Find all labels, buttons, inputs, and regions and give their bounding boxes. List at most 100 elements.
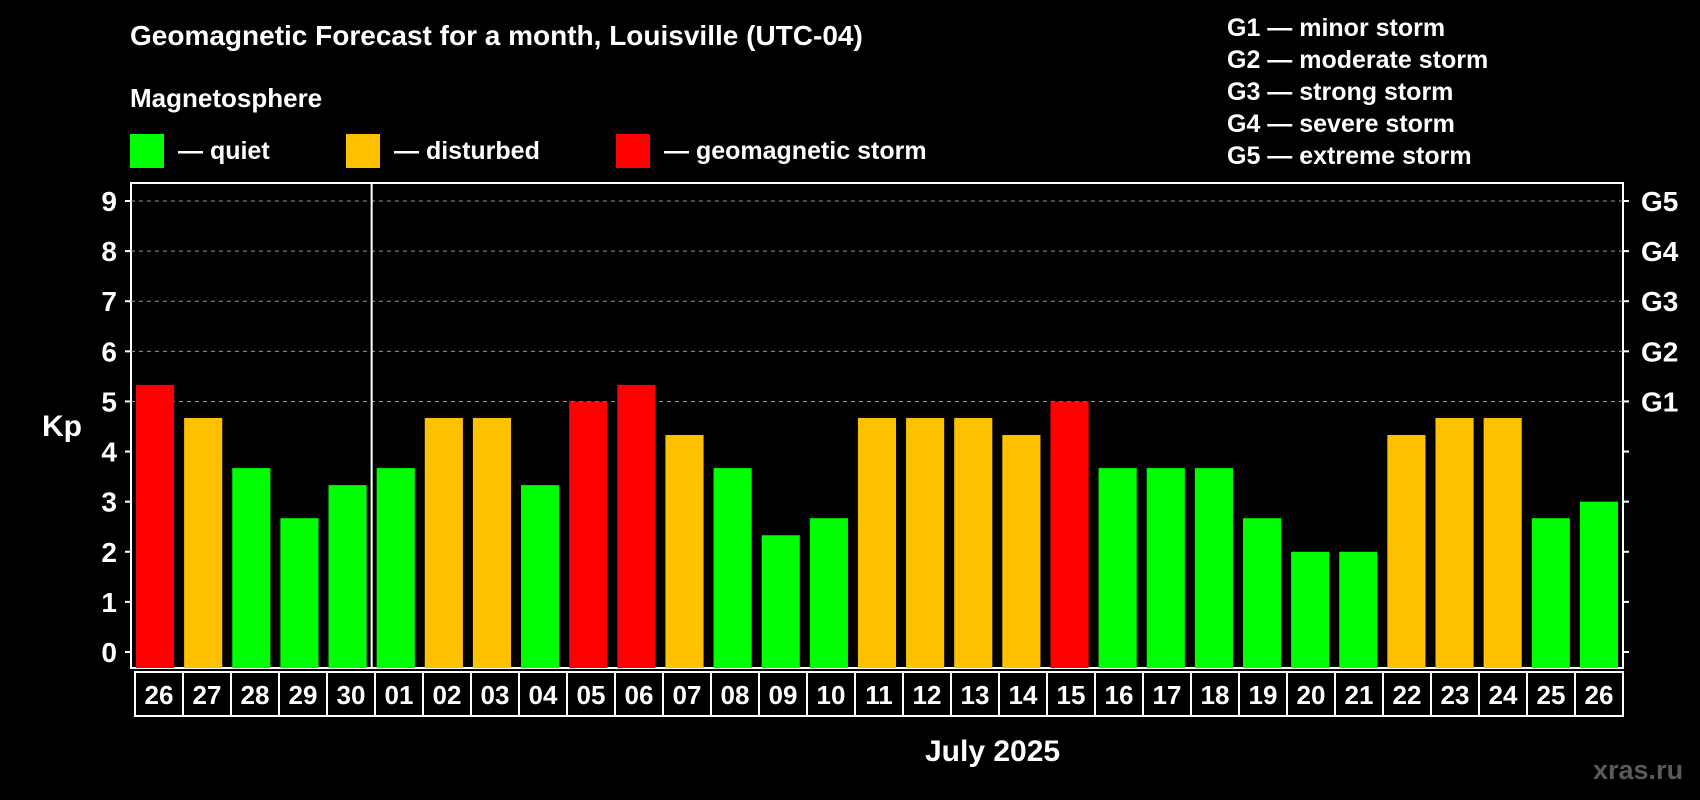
date-label-11: 06 bbox=[625, 680, 654, 710]
legend-swatch-storm bbox=[616, 134, 650, 168]
y-tick-label-3: 3 bbox=[101, 487, 117, 518]
y-tick-label-7: 7 bbox=[101, 286, 117, 317]
date-cell-4 bbox=[278, 671, 328, 717]
legend-item-disturbed: — disturbed bbox=[346, 134, 540, 168]
kp-bar-3 bbox=[232, 468, 271, 668]
kp-bar-26 bbox=[1339, 551, 1378, 668]
date-label-2: 27 bbox=[193, 680, 222, 710]
date-label-13: 08 bbox=[721, 680, 750, 710]
kp-bar-17 bbox=[906, 417, 945, 668]
date-label-5: 30 bbox=[337, 680, 366, 710]
date-cell-11 bbox=[614, 671, 664, 717]
y-tick-label-8: 8 bbox=[101, 236, 117, 267]
kp-bar-4 bbox=[280, 518, 319, 668]
y-axis-label: Kp bbox=[42, 410, 82, 443]
date-cell-25 bbox=[1286, 671, 1336, 717]
watermark: xras.ru bbox=[1593, 755, 1684, 785]
kp-bar-7 bbox=[424, 417, 463, 668]
y-tick-label-5: 5 bbox=[101, 386, 117, 417]
date-cell-22 bbox=[1142, 671, 1192, 717]
date-label-30: 25 bbox=[1537, 680, 1566, 710]
date-label-20: 15 bbox=[1057, 680, 1086, 710]
y-tick-label-4: 4 bbox=[101, 437, 117, 468]
date-cell-20 bbox=[1046, 671, 1096, 717]
y-tick-label-1: 1 bbox=[101, 587, 117, 618]
kp-bar-31 bbox=[1579, 501, 1618, 668]
legend-swatch-disturbed bbox=[346, 134, 380, 168]
date-label-25: 20 bbox=[1297, 680, 1326, 710]
kp-bar-25 bbox=[1291, 551, 1330, 668]
date-label-26: 21 bbox=[1345, 680, 1374, 710]
x-axis-month-label: July 2025 bbox=[925, 735, 1061, 768]
date-label-17: 12 bbox=[913, 680, 942, 710]
date-label-29: 24 bbox=[1489, 680, 1518, 710]
legend-label-storm: — geomagnetic storm bbox=[664, 136, 927, 165]
kp-bar-29 bbox=[1483, 417, 1522, 668]
date-label-21: 16 bbox=[1105, 680, 1134, 710]
kp-bar-13 bbox=[713, 468, 752, 668]
date-label-24: 19 bbox=[1249, 680, 1278, 710]
right-axis-label-g5: G5 bbox=[1641, 186, 1678, 217]
date-label-15: 10 bbox=[817, 680, 846, 710]
date-cell-15 bbox=[806, 671, 856, 717]
kp-bar-30 bbox=[1531, 518, 1570, 668]
kp-bar-10 bbox=[569, 401, 608, 668]
kp-bar-1 bbox=[136, 384, 175, 668]
date-label-28: 23 bbox=[1441, 680, 1470, 710]
date-label-9: 04 bbox=[529, 680, 558, 710]
kp-bar-19 bbox=[1002, 435, 1041, 668]
kp-bar-2 bbox=[184, 417, 223, 668]
legend-label-disturbed: — disturbed bbox=[394, 136, 540, 165]
date-label-3: 28 bbox=[241, 680, 270, 710]
kp-bar-14 bbox=[761, 535, 800, 668]
date-cell-6 bbox=[374, 671, 424, 717]
date-label-19: 14 bbox=[1009, 680, 1038, 710]
date-cell-18 bbox=[950, 671, 1000, 717]
date-label-27: 22 bbox=[1393, 680, 1422, 710]
y-tick-label-2: 2 bbox=[101, 537, 117, 568]
right-axis-label-g2: G2 bbox=[1641, 336, 1678, 367]
date-label-18: 13 bbox=[961, 680, 990, 710]
kp-bar-5 bbox=[328, 485, 367, 668]
legend-heading: Magnetosphere bbox=[130, 83, 323, 113]
storm-scale-g4: G4 — severe storm bbox=[1227, 110, 1455, 138]
right-axis-label-g1: G1 bbox=[1641, 386, 1678, 417]
date-cell-31 bbox=[1574, 671, 1624, 717]
date-cell-9 bbox=[518, 671, 568, 717]
date-label-10: 05 bbox=[577, 680, 606, 710]
kp-bar-27 bbox=[1387, 435, 1426, 668]
legend-swatch-quiet bbox=[130, 134, 164, 168]
date-label-14: 09 bbox=[769, 680, 798, 710]
date-label-6: 01 bbox=[385, 680, 414, 710]
date-label-16: 11 bbox=[865, 680, 893, 710]
date-label-12: 07 bbox=[673, 680, 702, 710]
date-cell-21 bbox=[1094, 671, 1144, 717]
chart-title: Geomagnetic Forecast for a month, Louisv… bbox=[130, 20, 863, 51]
date-cell-13 bbox=[710, 671, 760, 717]
date-cell-24 bbox=[1238, 671, 1288, 717]
date-cell-29 bbox=[1478, 671, 1528, 717]
legend-item-quiet: — quiet bbox=[130, 134, 270, 168]
kp-bar-16 bbox=[857, 417, 897, 668]
date-cell-19 bbox=[998, 671, 1048, 717]
kp-bar-20 bbox=[1050, 401, 1089, 668]
date-cell-7 bbox=[422, 671, 472, 717]
kp-bar-21 bbox=[1098, 468, 1137, 668]
date-label-7: 02 bbox=[433, 680, 462, 710]
kp-bar-18 bbox=[954, 417, 993, 668]
y-tick-label-0: 0 bbox=[101, 637, 117, 668]
kp-bar-12 bbox=[665, 435, 704, 668]
right-axis-label-g3: G3 bbox=[1641, 286, 1678, 317]
date-label-22: 17 bbox=[1153, 680, 1182, 710]
date-label-23: 18 bbox=[1201, 680, 1230, 710]
date-label-8: 03 bbox=[481, 680, 510, 710]
y-tick-label-6: 6 bbox=[101, 336, 117, 367]
date-cell-5 bbox=[326, 671, 376, 717]
kp-bar-11 bbox=[617, 384, 656, 668]
y-tick-label-9: 9 bbox=[101, 186, 117, 217]
kp-bar-23 bbox=[1194, 468, 1233, 668]
kp-bar-15 bbox=[809, 518, 848, 668]
date-cell-30 bbox=[1526, 671, 1576, 717]
date-label-4: 29 bbox=[289, 680, 318, 710]
